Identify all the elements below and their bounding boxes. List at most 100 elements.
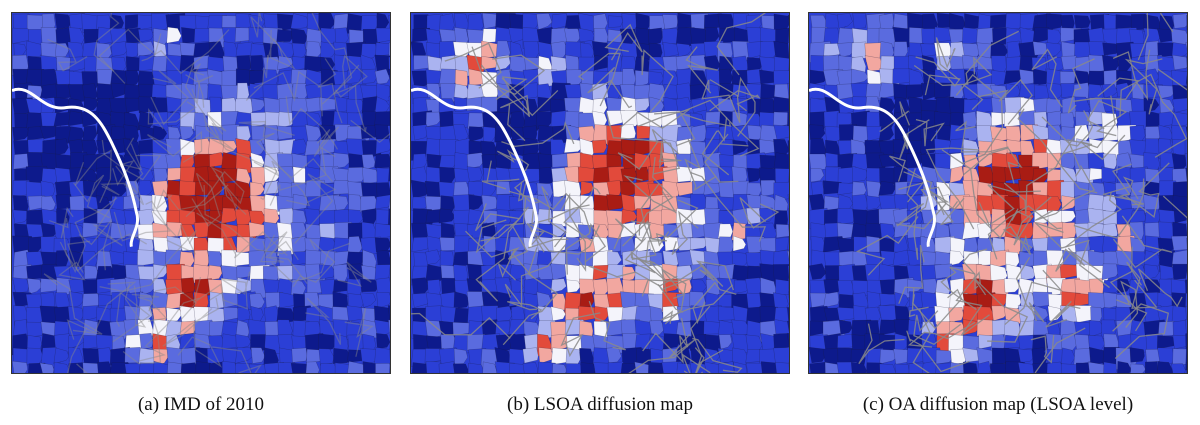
area-unit (374, 96, 390, 114)
area-unit (68, 291, 84, 309)
area-unit (1186, 237, 1187, 249)
area-unit (1172, 13, 1187, 29)
area-unit (333, 195, 349, 211)
area-unit (1185, 333, 1187, 352)
area-unit (745, 362, 764, 373)
area-unit (389, 237, 390, 247)
area-unit (1115, 14, 1134, 29)
area-unit (962, 138, 979, 158)
area-unit (789, 153, 790, 174)
area-unit (787, 15, 789, 22)
area-unit (852, 13, 867, 30)
area-unit (1171, 42, 1187, 59)
area-unit (566, 279, 581, 293)
area-unit (1005, 83, 1021, 99)
area-unit (747, 167, 762, 183)
area-unit (593, 362, 612, 373)
area-unit (438, 208, 456, 224)
area-unit (318, 13, 336, 31)
area-unit (788, 224, 789, 233)
area-unit (290, 362, 310, 373)
area-unit (788, 82, 789, 86)
area-unit (810, 168, 825, 183)
area-unit (787, 307, 789, 324)
area-unit (374, 153, 390, 169)
area-unit (622, 249, 639, 266)
area-unit (304, 69, 324, 86)
area-unit (347, 360, 369, 373)
area-unit (305, 124, 322, 143)
area-unit (235, 346, 254, 364)
area-unit (621, 209, 638, 225)
area-unit (1059, 71, 1077, 86)
area-unit (467, 208, 486, 226)
area-unit (809, 347, 826, 364)
area-unit (1143, 250, 1160, 270)
area-unit (180, 362, 199, 373)
area-unit (1046, 361, 1065, 373)
area-unit (453, 363, 470, 373)
area-unit (249, 293, 265, 311)
area-unit (375, 363, 390, 373)
area-unit (1171, 235, 1187, 251)
area-unit (1004, 278, 1021, 293)
area-unit (360, 292, 377, 308)
area-unit (1101, 166, 1117, 183)
area-unit (852, 181, 867, 199)
area-unit (389, 362, 390, 373)
area-unit (837, 13, 853, 29)
area-unit (389, 222, 390, 227)
area-unit (374, 111, 390, 127)
road-network (411, 13, 780, 373)
area-unit (68, 362, 86, 373)
area-unit (152, 264, 168, 280)
area-unit (362, 68, 377, 84)
area-unit (591, 110, 608, 128)
area-unit (774, 319, 789, 335)
area-unit (837, 280, 854, 298)
area-unit (773, 124, 789, 141)
area-unit (13, 43, 27, 56)
area-unit (388, 68, 390, 81)
area-unit (390, 28, 391, 46)
area-unit (1171, 305, 1187, 324)
area-unit (1117, 278, 1131, 294)
area-unit (788, 126, 789, 131)
area-unit (468, 194, 483, 211)
area-unit (496, 305, 513, 322)
area-unit (68, 334, 85, 350)
area-unit (732, 139, 749, 156)
area-unit (425, 249, 441, 265)
area-unit (552, 363, 568, 373)
area-unit (774, 168, 789, 184)
area-unit (263, 237, 280, 253)
area-unit (1185, 126, 1187, 135)
area-unit (264, 251, 278, 267)
area-unit (704, 361, 723, 373)
area-unit (787, 194, 789, 203)
area-unit (124, 14, 139, 30)
area-unit (1045, 82, 1064, 101)
area-unit (773, 96, 789, 113)
area-unit (39, 362, 55, 373)
area-unit (374, 68, 390, 85)
area-unit (179, 333, 197, 351)
area-unit (622, 68, 636, 87)
area-unit (222, 361, 238, 373)
caption-a: (a) IMD of 2010 (137, 394, 265, 415)
area-unit (1073, 82, 1091, 100)
area-unit (375, 42, 390, 57)
area-unit (1186, 14, 1187, 31)
area-unit (237, 306, 251, 322)
area-unit (263, 166, 281, 183)
area-unit (718, 334, 732, 350)
area-unit (27, 278, 43, 295)
area-unit (1020, 264, 1037, 281)
area-unit (949, 165, 964, 184)
area-unit (788, 208, 789, 222)
area-unit (1157, 361, 1174, 373)
area-unit (809, 263, 827, 280)
area-unit (137, 29, 154, 43)
area-unit (138, 291, 155, 310)
area-unit (250, 98, 265, 113)
